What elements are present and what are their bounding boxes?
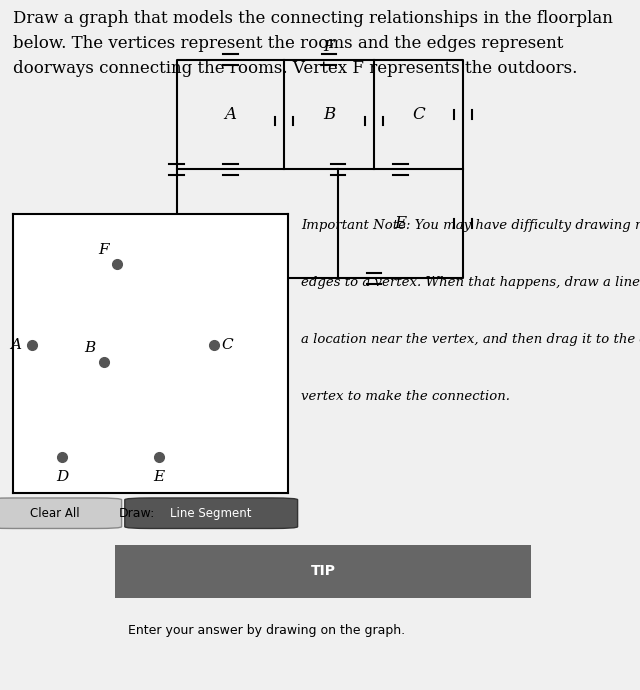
Text: C: C bbox=[221, 338, 233, 352]
FancyBboxPatch shape bbox=[0, 498, 122, 529]
Text: F: F bbox=[324, 40, 334, 54]
Text: F: F bbox=[99, 244, 109, 257]
Text: vertex to make the connection.: vertex to make the connection. bbox=[301, 391, 510, 403]
Text: edges to a vertex. When that happens, draw a line segment to: edges to a vertex. When that happens, dr… bbox=[301, 276, 640, 289]
Text: Clear All: Clear All bbox=[29, 506, 79, 520]
Text: D: D bbox=[251, 215, 264, 232]
Text: Line Segment: Line Segment bbox=[170, 506, 252, 520]
Text: D: D bbox=[56, 470, 68, 484]
Text: E: E bbox=[395, 215, 406, 232]
Text: A: A bbox=[10, 338, 21, 352]
Text: Draw a graph that models the connecting relationships in the floorplan
below. Th: Draw a graph that models the connecting … bbox=[13, 10, 612, 77]
Text: Important Note: You may have difficulty drawing multiple: Important Note: You may have difficulty … bbox=[301, 219, 640, 232]
Text: A: A bbox=[225, 106, 236, 123]
Text: E: E bbox=[153, 470, 164, 484]
Text: B: B bbox=[84, 341, 95, 355]
Text: TIP: TIP bbox=[310, 564, 336, 578]
Text: B: B bbox=[323, 106, 335, 123]
Text: a location near the vertex, and then drag it to the desired: a location near the vertex, and then dra… bbox=[301, 333, 640, 346]
FancyBboxPatch shape bbox=[115, 545, 531, 598]
Text: Enter your answer by drawing on the graph.: Enter your answer by drawing on the grap… bbox=[128, 624, 405, 637]
FancyBboxPatch shape bbox=[125, 498, 298, 529]
Text: Draw:: Draw: bbox=[118, 506, 155, 520]
Text: C: C bbox=[412, 106, 425, 123]
